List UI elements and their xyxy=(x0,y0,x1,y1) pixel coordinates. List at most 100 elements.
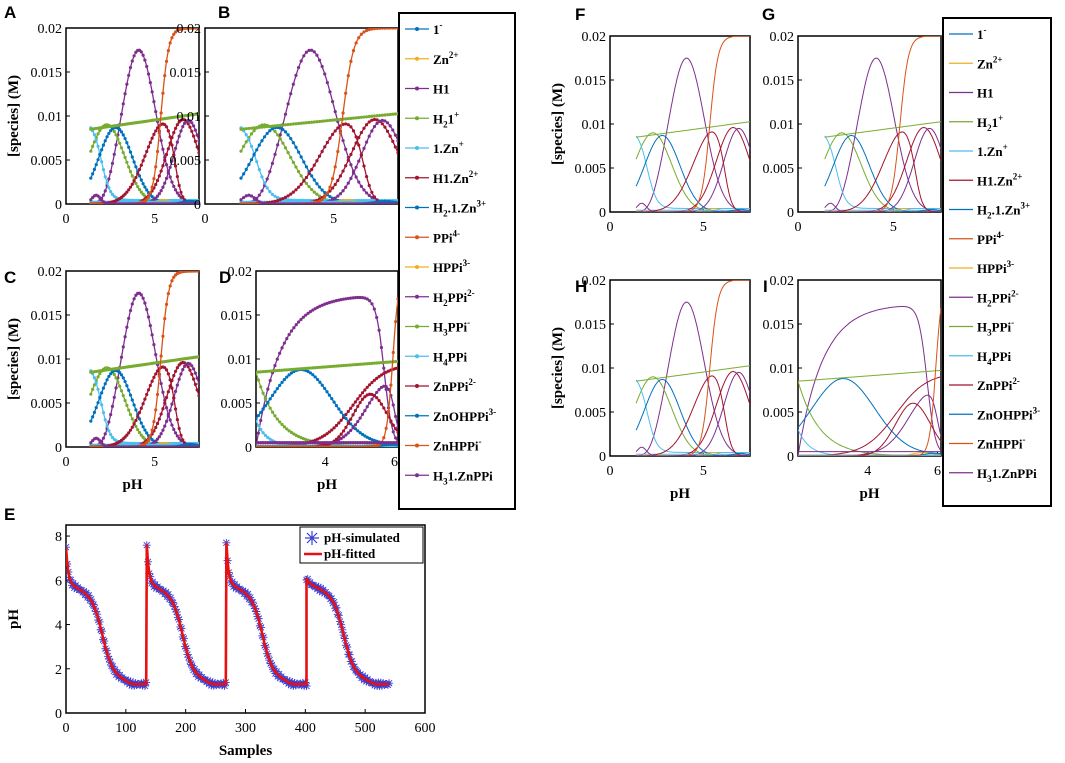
series-marker xyxy=(384,387,388,391)
series-line-10 xyxy=(798,369,941,382)
series-marker xyxy=(349,445,353,447)
series-marker xyxy=(179,372,183,376)
series-marker xyxy=(112,152,116,156)
simulated-point xyxy=(288,678,297,687)
series-marker xyxy=(359,32,363,36)
legend-label: ZnPPi2- xyxy=(977,376,1020,393)
panel-letter-E: E xyxy=(4,505,15,524)
series-marker xyxy=(354,141,358,145)
x-tick-label: 400 xyxy=(295,721,316,736)
series-marker xyxy=(380,202,384,204)
simulated-point xyxy=(359,676,368,685)
series-marker xyxy=(315,202,319,204)
series-marker xyxy=(367,183,371,188)
series-marker xyxy=(344,445,348,447)
series-marker xyxy=(304,366,308,371)
series-line-6 xyxy=(635,135,750,212)
y-tick-label: 0.02 xyxy=(177,22,202,37)
series-marker xyxy=(259,418,263,423)
series-marker xyxy=(252,153,256,157)
series-marker xyxy=(114,133,118,137)
series-marker xyxy=(323,145,327,149)
chart-panel-B: B 0 0.005 0.01 0.015 0.02 0 5 xyxy=(170,3,399,227)
series-marker xyxy=(190,372,194,376)
series-marker xyxy=(168,284,172,288)
series-marker xyxy=(136,185,140,189)
series-marker xyxy=(349,417,353,421)
series-marker xyxy=(256,378,260,382)
series-marker xyxy=(96,158,100,162)
series-marker xyxy=(98,396,102,400)
series-line-12 xyxy=(636,375,750,456)
series-marker xyxy=(170,180,174,184)
series-marker xyxy=(312,120,316,124)
series-marker xyxy=(282,341,286,345)
y-tick-label: 0.02 xyxy=(582,274,607,289)
series-marker xyxy=(123,136,127,141)
series-marker xyxy=(315,192,319,196)
series-marker xyxy=(330,202,335,204)
series-marker xyxy=(143,397,147,401)
series-marker xyxy=(257,143,261,147)
legend-label: H1 xyxy=(433,82,450,97)
series-marker xyxy=(175,123,179,127)
series-marker xyxy=(172,275,176,279)
series-marker xyxy=(247,202,251,204)
series-marker xyxy=(268,369,272,373)
series-marker xyxy=(278,202,282,204)
series-marker xyxy=(285,368,289,372)
series-marker xyxy=(256,441,260,445)
y-axis-label: [species] (M) xyxy=(6,75,22,157)
series-marker xyxy=(287,333,291,337)
series-marker xyxy=(337,407,341,411)
series-marker xyxy=(103,432,107,436)
series-marker xyxy=(308,310,313,314)
y-tick-label: 0.005 xyxy=(31,397,63,412)
series-line-14 xyxy=(636,280,750,456)
x-tick-label: 300 xyxy=(235,721,256,736)
series-marker xyxy=(356,445,360,447)
series-marker xyxy=(344,147,348,151)
series-marker xyxy=(333,109,337,114)
y-tick-label: 0.005 xyxy=(575,406,607,421)
series-marker xyxy=(301,366,305,371)
simulated-point xyxy=(130,681,139,690)
series-marker xyxy=(136,172,140,176)
series-marker xyxy=(287,441,291,445)
series-marker xyxy=(358,431,362,435)
series-marker xyxy=(190,364,194,368)
series-marker xyxy=(275,441,279,445)
series-marker xyxy=(299,182,303,186)
y-tick-label: 0.01 xyxy=(770,362,795,377)
series-marker xyxy=(385,121,390,125)
series-marker xyxy=(354,202,358,204)
series-marker xyxy=(375,361,379,365)
series-marker xyxy=(354,41,358,45)
series-marker xyxy=(276,196,280,200)
x-axis-label: pH xyxy=(122,477,142,493)
series-marker xyxy=(287,445,291,447)
series-marker xyxy=(127,316,131,320)
series-marker xyxy=(325,365,329,369)
series-marker xyxy=(137,410,142,415)
series-marker xyxy=(388,28,392,30)
series-marker xyxy=(312,178,316,182)
series-marker xyxy=(273,414,277,418)
legend-label: ZnOHPPi3- xyxy=(433,407,496,424)
series-marker xyxy=(273,441,277,445)
series-marker xyxy=(327,365,331,369)
series-marker xyxy=(282,368,286,372)
series-marker xyxy=(333,182,337,187)
series-marker xyxy=(365,191,369,195)
series-marker xyxy=(127,145,131,149)
series-marker xyxy=(396,430,398,434)
series-marker xyxy=(262,181,267,185)
series-marker xyxy=(315,365,320,370)
series-marker xyxy=(166,147,170,151)
series-marker xyxy=(256,431,260,435)
series-marker xyxy=(337,435,341,439)
series-marker xyxy=(281,123,285,127)
series-marker xyxy=(313,375,317,379)
series-marker xyxy=(257,125,261,129)
series-marker xyxy=(286,194,290,198)
